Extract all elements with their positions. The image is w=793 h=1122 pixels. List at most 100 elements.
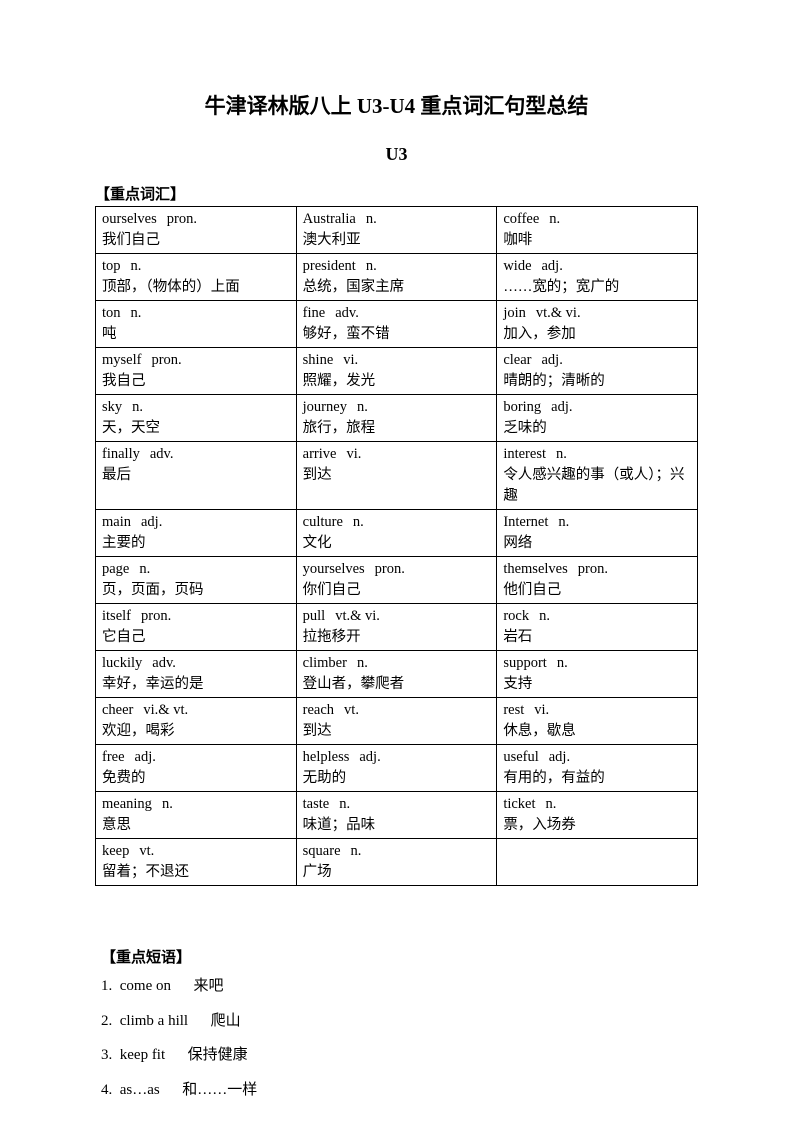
vocab-word: interest [503, 446, 546, 462]
vocab-word: fine [303, 305, 326, 321]
vocab-word: Australia [303, 211, 356, 227]
vocab-word: sky [102, 399, 122, 415]
vocab-cell: finallyadv.最后 [96, 442, 297, 510]
vocab-word: pull [303, 608, 326, 624]
vocab-translation: 吨 [102, 324, 292, 345]
vocab-pos: n. [162, 796, 173, 812]
vocab-section-label: 【重点词汇】 [95, 183, 698, 204]
vocab-translation: 文化 [303, 533, 493, 554]
vocab-cell: ticket n. 票，入场券 [497, 792, 698, 839]
vocab-translation: 我自己 [102, 371, 292, 392]
vocab-translation: 它自己 [102, 627, 292, 648]
vocab-translation: 晴朗的；清晰的 [503, 371, 693, 392]
vocab-pos: adj. [359, 749, 380, 765]
vocab-pos: vt. [344, 702, 359, 718]
phrase-gap [171, 978, 194, 994]
vocab-word: themselves [503, 561, 567, 577]
vocab-pos: n. [557, 655, 568, 671]
table-row: meaningn.意思tasten.味道；品味ticketn.票，入场券 [96, 792, 698, 839]
phrase-english: come on [120, 969, 171, 1004]
vocab-pos: n. [339, 796, 350, 812]
phrase-item: 3. keep fit 保持健康 [101, 1038, 698, 1073]
vocab-word: ticket [503, 796, 535, 812]
page-title: 牛津译林版八上 U3-U4 重点词汇句型总结 [95, 90, 698, 120]
vocab-cell: rockn.岩石 [497, 604, 698, 651]
vocab-word: cheer [102, 702, 133, 718]
phrase-chinese: 来吧 [193, 969, 223, 1004]
vocab-cell: free adj. 免费的 [96, 745, 297, 792]
vocab-cell: clearadj.晴朗的；清晰的 [497, 348, 698, 395]
vocab-pos: adv. [152, 655, 176, 671]
vocab-word: boring [503, 399, 541, 415]
phrase-gap [188, 1013, 211, 1029]
phrase-number: 3. [101, 1038, 116, 1073]
vocab-translation: 到达 [303, 721, 493, 742]
vocab-pos: vi. [346, 446, 361, 462]
phrase-number: 4. [101, 1073, 116, 1108]
vocab-cell: cheervi.& vt.欢迎，喝彩 [96, 698, 297, 745]
vocab-cell: culture n. 文化 [296, 510, 497, 557]
vocab-pos: vt. [139, 843, 154, 859]
vocab-cell: themselvespron.他们自己 [497, 557, 698, 604]
vocab-pos: n. [546, 796, 557, 812]
vocab-pos: vt.& vi. [335, 608, 380, 624]
phrase-item: 2. climb a hill 爬山 [101, 1004, 698, 1039]
vocab-pos: n. [357, 655, 368, 671]
vocab-translation: 加入，参加 [503, 324, 693, 345]
phrase-gap [160, 1082, 183, 1098]
vocab-pos: vi.& vt. [143, 702, 188, 718]
vocab-cell: mainadj.主要的 [96, 510, 297, 557]
vocab-translation: 总统，国家主席 [303, 277, 493, 298]
vocab-word: shine [303, 352, 334, 368]
vocab-word: culture [303, 514, 343, 530]
vocab-pos: vt.& vi. [536, 305, 581, 321]
vocab-cell: squaren.广场 [296, 839, 497, 886]
vocab-word: free [102, 749, 125, 765]
vocab-word: ourselves [102, 211, 157, 227]
vocab-pos: n. [366, 258, 377, 274]
vocab-pos: adj. [135, 749, 156, 765]
table-row: ourselvespron.我们自己Australian.澳大利亚coffeen… [96, 207, 698, 254]
phrase-number: 2. [101, 1004, 116, 1039]
phrase-number: 1. [101, 969, 116, 1004]
phrase-english: as…as [120, 1073, 160, 1108]
vocab-translation: 有用的，有益的 [503, 768, 693, 789]
table-row: cheervi.& vt.欢迎，喝彩reachvt.到达restvi.休息，歇息 [96, 698, 698, 745]
table-row: pagen.页，页面，页码yourselvespron.你们自己themselv… [96, 557, 698, 604]
vocab-cell: Internetn.网络 [497, 510, 698, 557]
vocab-word: top [102, 258, 121, 274]
vocab-cell: itselfpron.它自己 [96, 604, 297, 651]
vocab-translation: 岩石 [503, 627, 693, 648]
vocab-translation: 广场 [303, 862, 493, 883]
table-row: keepvt.留着；不退还squaren.广场 [96, 839, 698, 886]
vocab-word: clear [503, 352, 531, 368]
phrase-chinese: 和……一样 [182, 1073, 257, 1108]
unit-subtitle: U3 [95, 144, 698, 165]
vocab-word: wide [503, 258, 531, 274]
vocab-cell: reach vt. 到达 [296, 698, 497, 745]
vocab-pos: n. [558, 514, 569, 530]
vocab-translation: 意思 [102, 815, 292, 836]
vocab-word: Internet [503, 514, 548, 530]
vocab-pos: adj. [549, 749, 570, 765]
vocab-translation: 最后 [102, 465, 292, 486]
vocab-translation: 票，入场券 [503, 815, 693, 836]
vocab-word: main [102, 514, 131, 530]
vocab-cell: coffeen.咖啡 [497, 207, 698, 254]
vocab-word: rest [503, 702, 524, 718]
vocab-translation: 主要的 [102, 533, 292, 554]
vocab-word: myself [102, 352, 141, 368]
vocab-word: reach [303, 702, 334, 718]
vocab-translation: 留着；不退还 [102, 862, 292, 883]
vocab-translation: 天，天空 [102, 418, 292, 439]
vocab-cell: pagen.页，页面，页码 [96, 557, 297, 604]
vocab-pos: n. [353, 514, 364, 530]
vocab-translation: 免费的 [102, 768, 292, 789]
vocab-translation: 拉拖移开 [303, 627, 493, 648]
vocab-pos: n. [539, 608, 550, 624]
phrase-section-label: 【重点短语】 [101, 946, 698, 967]
vocab-pos: pron. [375, 561, 405, 577]
vocab-word: meaning [102, 796, 152, 812]
vocab-cell: wideadj.……宽的；宽广的 [497, 254, 698, 301]
vocab-cell: yourselvespron.你们自己 [296, 557, 497, 604]
